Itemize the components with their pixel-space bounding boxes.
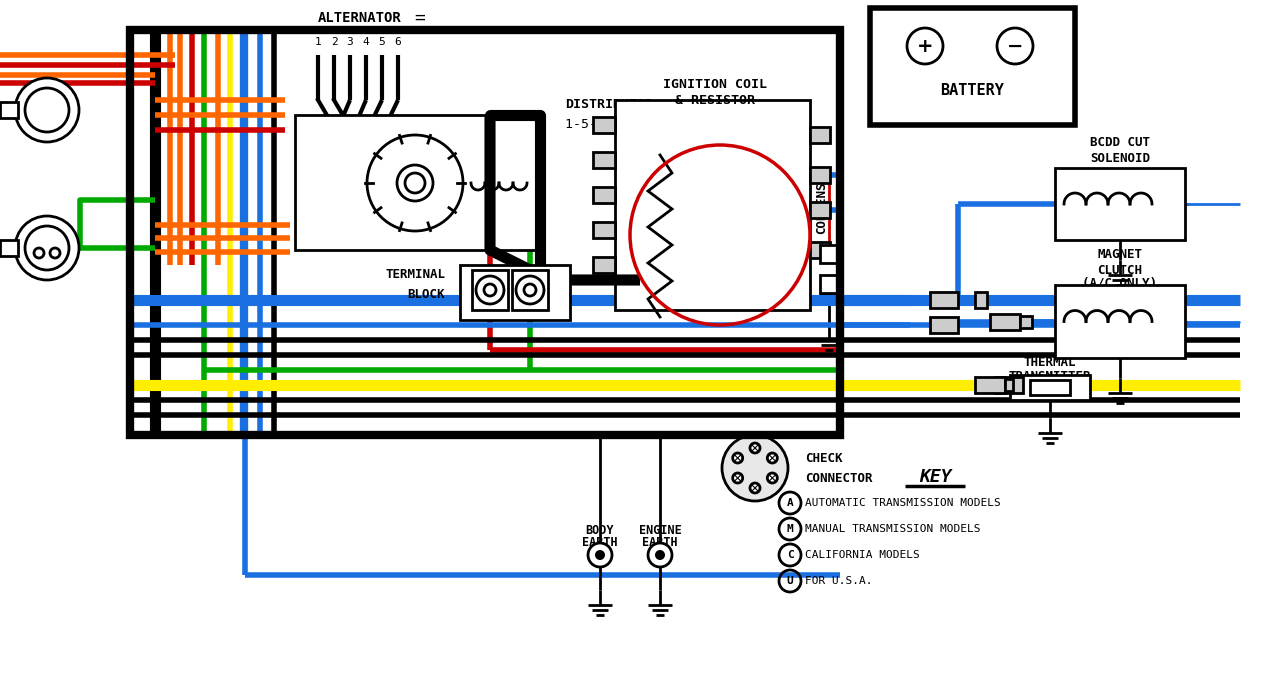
Circle shape [405, 173, 425, 193]
Text: DISTRIBUTOR: DISTRIBUTOR [565, 99, 653, 112]
Text: C: C [787, 550, 793, 560]
Bar [810, 242, 830, 258]
Bar [593, 257, 615, 273]
Bar [810, 127, 830, 143]
Text: BATTERY: BATTERY [940, 83, 1004, 98]
Bar [870, 8, 1075, 125]
Text: BODY: BODY [585, 523, 615, 536]
Bar [295, 115, 541, 250]
Text: 6: 6 [395, 37, 401, 47]
Text: TRANSMITTER: TRANSMITTER [1008, 370, 1091, 383]
Circle shape [524, 284, 535, 296]
Text: 2: 2 [330, 37, 337, 47]
Text: EARTH: EARTH [582, 536, 617, 549]
Text: ENGINE: ENGINE [639, 523, 681, 536]
Circle shape [767, 473, 778, 483]
Circle shape [366, 135, 462, 231]
Bar [975, 377, 1006, 393]
Circle shape [397, 165, 433, 201]
Bar [593, 117, 615, 133]
Text: CONDENSER: CONDENSER [815, 166, 828, 234]
Text: KEY: KEY [918, 468, 952, 486]
Circle shape [655, 550, 665, 560]
Circle shape [516, 276, 544, 304]
Circle shape [15, 78, 79, 142]
Circle shape [767, 453, 778, 463]
Text: IGNITION COIL: IGNITION COIL [664, 78, 767, 91]
Text: FOR U.S.A.: FOR U.S.A. [804, 576, 872, 586]
Text: M: M [787, 524, 793, 534]
Bar [512, 270, 548, 310]
Bar [1056, 285, 1185, 358]
Bar [1056, 168, 1185, 240]
Bar [1020, 316, 1032, 328]
Bar [1009, 375, 1090, 400]
Circle shape [588, 543, 612, 567]
Circle shape [749, 483, 760, 493]
Circle shape [648, 543, 673, 567]
Text: CONNECTOR: CONNECTOR [804, 471, 872, 484]
Bar [810, 167, 830, 183]
Text: CLUTCH: CLUTCH [1098, 263, 1143, 276]
Bar [930, 292, 958, 308]
Text: =: = [415, 9, 425, 27]
Text: SOLENOID: SOLENOID [1090, 152, 1150, 165]
Bar [129, 30, 840, 435]
Bar [995, 377, 1024, 393]
Text: ALTERNATOR: ALTERNATOR [318, 11, 402, 25]
Text: 4: 4 [363, 37, 369, 47]
Text: CHECK: CHECK [804, 451, 843, 464]
Circle shape [733, 453, 743, 463]
Bar [1030, 380, 1070, 395]
Text: 1: 1 [315, 37, 322, 47]
Text: 5: 5 [379, 37, 386, 47]
Circle shape [722, 435, 788, 501]
Text: BLOCK: BLOCK [407, 289, 445, 302]
Bar [1006, 379, 1013, 391]
Text: A: A [787, 498, 793, 508]
Text: MAGNET: MAGNET [1098, 248, 1143, 261]
Bar [820, 275, 838, 293]
Circle shape [15, 216, 79, 280]
Bar [471, 270, 509, 310]
Text: BCDD CUT: BCDD CUT [1090, 137, 1150, 150]
Bar [975, 292, 986, 308]
Bar [0, 102, 18, 118]
Text: +: + [917, 36, 934, 56]
Bar [615, 100, 810, 310]
Circle shape [594, 550, 605, 560]
Text: AUTOMATIC TRANSMISSION MODELS: AUTOMATIC TRANSMISSION MODELS [804, 498, 1000, 508]
Text: TERMINAL: TERMINAL [386, 268, 445, 281]
Circle shape [484, 284, 496, 296]
Text: MANUAL TRANSMISSION MODELS: MANUAL TRANSMISSION MODELS [804, 524, 980, 534]
Circle shape [477, 276, 503, 304]
Text: EARTH: EARTH [642, 536, 678, 549]
Text: & RESISTOR: & RESISTOR [675, 93, 755, 106]
Bar [593, 187, 615, 203]
Text: (A/C ONLY): (A/C ONLY) [1082, 276, 1158, 289]
Circle shape [733, 473, 743, 483]
Bar [0, 240, 18, 256]
Text: CALIFORNIA MODELS: CALIFORNIA MODELS [804, 550, 920, 560]
Text: U: U [787, 576, 793, 586]
Text: −: − [1007, 36, 1024, 56]
Bar [990, 314, 1020, 330]
Bar [460, 265, 570, 320]
Text: 3: 3 [347, 37, 354, 47]
Circle shape [749, 443, 760, 453]
Bar [593, 222, 615, 238]
Bar [810, 202, 830, 218]
Bar [820, 245, 838, 263]
Text: 1-5-3-6-2-4 CCW: 1-5-3-6-2-4 CCW [565, 119, 685, 132]
Bar [593, 152, 615, 168]
Bar [930, 317, 958, 333]
Text: THERMAL: THERMAL [1024, 357, 1076, 370]
